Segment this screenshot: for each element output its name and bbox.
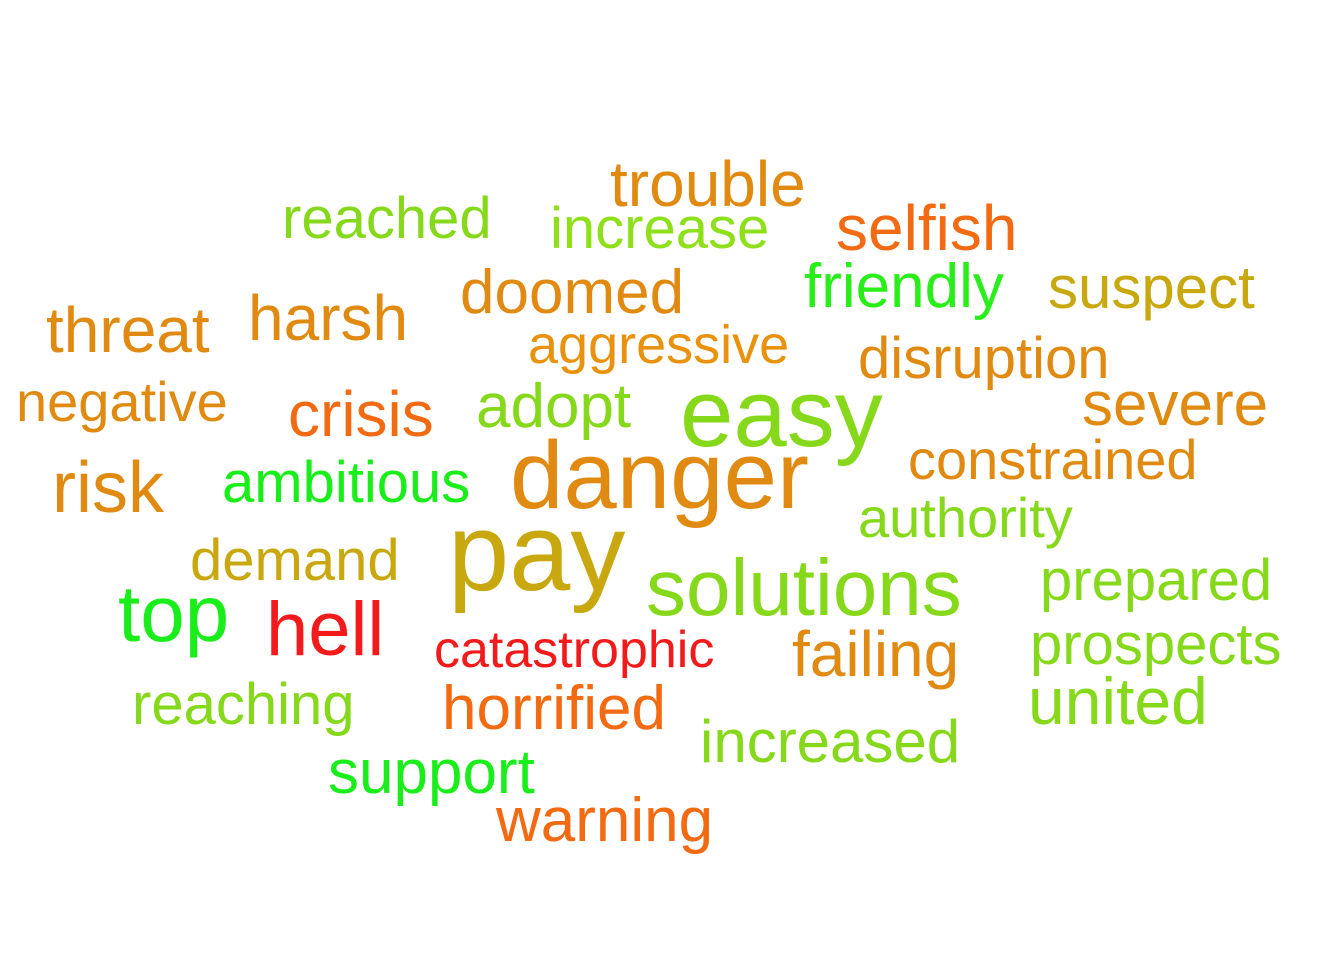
word-support: support xyxy=(328,738,535,807)
word-prospects: prospects xyxy=(1030,612,1282,677)
word-selfish: selfish xyxy=(836,192,1018,264)
word-harsh: harsh xyxy=(248,282,409,354)
word-horrified: horrified xyxy=(442,674,666,743)
word-aggressive: aggressive xyxy=(528,315,790,375)
word-failing: failing xyxy=(792,618,960,690)
word-warning: warning xyxy=(496,786,714,855)
word-increased: increased xyxy=(700,708,961,775)
word-risk: risk xyxy=(52,448,164,528)
word-threat: threat xyxy=(46,294,210,366)
word-reaching: reaching xyxy=(132,672,355,737)
word-ambitious: ambitious xyxy=(222,450,471,515)
word-constrained: constrained xyxy=(908,428,1198,491)
word-authority: authority xyxy=(858,486,1073,549)
word-pay: pay xyxy=(448,491,626,614)
word-doomed: doomed xyxy=(460,258,685,327)
word-hell: hell xyxy=(266,587,385,672)
word-reached: reached xyxy=(282,186,492,251)
word-united: united xyxy=(1028,664,1208,738)
word-demand: demand xyxy=(190,528,400,593)
word-catastrophic: catastrophic xyxy=(434,621,715,679)
word-severe: severe xyxy=(1082,370,1269,439)
word-solutions: solutions xyxy=(646,543,962,632)
word-danger: danger xyxy=(510,422,809,529)
word-adopt: adopt xyxy=(476,372,632,441)
word-top: top xyxy=(118,569,230,658)
word-trouble: trouble xyxy=(610,148,806,220)
word-increase: increase xyxy=(550,196,770,261)
word-suspect: suspect xyxy=(1048,254,1255,321)
word-negative: negative xyxy=(16,370,228,433)
word-disruption: disruption xyxy=(858,326,1110,391)
word-crisis: crisis xyxy=(288,378,434,450)
word-easy: easy xyxy=(680,360,883,467)
word-friendly: friendly xyxy=(804,252,1004,321)
word-prepared: prepared xyxy=(1040,548,1273,613)
